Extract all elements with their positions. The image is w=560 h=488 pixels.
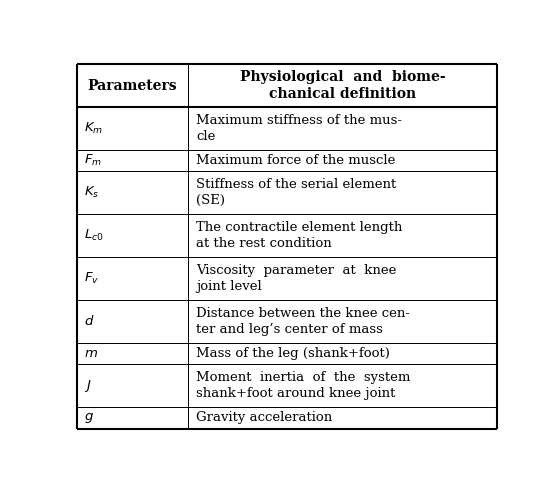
Text: The contractile element length
at the rest condition: The contractile element length at the re…	[196, 221, 402, 250]
Text: $d$: $d$	[85, 314, 95, 328]
Text: $J$: $J$	[85, 378, 92, 394]
Text: Gravity acceleration: Gravity acceleration	[196, 411, 332, 425]
Text: Mass of the leg (shank+foot): Mass of the leg (shank+foot)	[196, 347, 390, 360]
Text: Distance between the knee cen-
ter and leg’s center of mass: Distance between the knee cen- ter and l…	[196, 307, 410, 336]
Text: $m$: $m$	[85, 347, 99, 360]
Text: $L_{c0}$: $L_{c0}$	[85, 228, 104, 244]
Text: Stiffness of the serial element
(SE): Stiffness of the serial element (SE)	[196, 178, 396, 207]
Text: Viscosity  parameter  at  knee
joint level: Viscosity parameter at knee joint level	[196, 264, 396, 293]
Text: $F_m$: $F_m$	[85, 153, 102, 168]
Text: $g$: $g$	[85, 411, 94, 425]
Text: Maximum stiffness of the mus-
cle: Maximum stiffness of the mus- cle	[196, 114, 402, 143]
Text: Parameters: Parameters	[87, 79, 177, 93]
Text: Maximum force of the muscle: Maximum force of the muscle	[196, 154, 395, 167]
Text: $F_v$: $F_v$	[85, 271, 100, 286]
Text: Moment  inertia  of  the  system
shank+foot around knee joint: Moment inertia of the system shank+foot …	[196, 371, 410, 400]
Text: $K_m$: $K_m$	[85, 121, 104, 136]
Text: Physiological  and  biome-
chanical definition: Physiological and biome- chanical defini…	[240, 70, 446, 102]
Text: $K_s$: $K_s$	[85, 185, 100, 201]
